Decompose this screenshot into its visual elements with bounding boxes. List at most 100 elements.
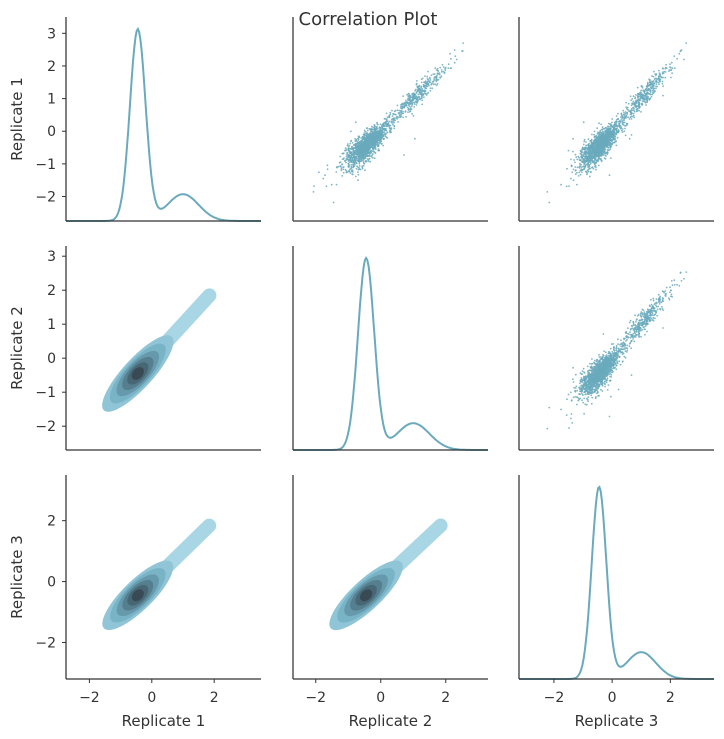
scatter-point — [649, 93, 652, 95]
scatter-point — [348, 150, 351, 153]
scatter-point — [408, 94, 411, 97]
scatter-point — [616, 136, 619, 139]
scatter-point — [669, 63, 671, 66]
panel-replicate-2-vs-replicate-3 — [518, 246, 714, 451]
scatter-point — [679, 271, 682, 274]
scatter-point — [354, 175, 357, 178]
scatter-point — [404, 101, 407, 104]
scatter-point — [643, 100, 646, 103]
scatter-point — [355, 143, 357, 146]
scatter-point — [368, 157, 371, 160]
scatter-point — [671, 67, 674, 69]
scatter-point — [598, 155, 601, 158]
scatter-point — [654, 313, 657, 316]
scatter-point — [593, 163, 596, 166]
scatter-point — [604, 141, 607, 144]
scatter-point — [595, 168, 597, 171]
scatter-point — [576, 158, 579, 161]
scatter-point — [665, 67, 668, 69]
scatter-point — [579, 162, 581, 165]
scatter-point — [361, 157, 363, 160]
scatter-point — [383, 137, 385, 140]
scatter-point — [609, 138, 612, 141]
scatter-point — [373, 131, 375, 134]
scatter-point — [567, 149, 570, 152]
scatter-point — [603, 139, 605, 142]
scatter-point — [585, 403, 588, 406]
scatter-point — [440, 71, 443, 73]
scatter-point — [662, 67, 664, 70]
scatter-point — [366, 131, 368, 134]
scatter-point — [453, 49, 456, 51]
scatter-point — [589, 362, 591, 365]
scatter-point — [322, 177, 325, 180]
scatter-point — [435, 76, 438, 79]
scatter-point — [363, 157, 366, 160]
scatter-point — [341, 175, 344, 177]
scatter-point — [574, 166, 577, 168]
scatter-point — [388, 125, 390, 127]
scatter-point — [370, 133, 373, 136]
scatter-point — [548, 201, 551, 204]
scatter-point — [623, 355, 626, 358]
scatter-point — [379, 123, 382, 126]
scatter-point — [370, 151, 372, 154]
scatter-point — [420, 86, 422, 89]
scatter-point — [586, 155, 589, 158]
scatter-point — [623, 111, 625, 114]
scatter-point — [664, 290, 667, 292]
scatter-point — [656, 314, 659, 317]
scatter-point — [621, 361, 624, 363]
scatter-point — [642, 94, 644, 97]
scatter-point — [415, 92, 418, 94]
scatter-point — [352, 162, 355, 164]
scatter-point — [589, 391, 591, 394]
scatter-point — [347, 166, 350, 169]
scatter-point — [572, 179, 575, 182]
scatter-point — [639, 91, 642, 93]
scatter-point — [370, 136, 373, 139]
scatter-point — [357, 166, 359, 169]
scatter-point — [643, 316, 646, 319]
scatter-point — [601, 147, 603, 149]
scatter-point — [599, 136, 601, 139]
scatter-point — [662, 300, 664, 303]
scatter-point — [592, 150, 594, 152]
scatter-point — [343, 157, 345, 160]
scatter-point — [417, 85, 420, 88]
scatter-point — [574, 161, 576, 164]
scatter-point — [439, 66, 442, 69]
scatter-point — [385, 118, 388, 121]
scatter-point — [420, 95, 423, 97]
scatter-point — [358, 141, 360, 144]
scatter-point — [587, 400, 589, 402]
scatter-point — [634, 335, 636, 337]
scatter-point — [629, 116, 632, 119]
scatter-point — [447, 63, 450, 66]
scatter-point — [581, 149, 584, 151]
scatter-point — [444, 69, 447, 72]
scatter-point — [673, 279, 676, 282]
scatter-point — [605, 138, 607, 141]
scatter-point — [359, 156, 361, 159]
scatter-point — [429, 79, 432, 81]
scatter-point — [601, 126, 604, 129]
scatter-point — [366, 129, 369, 132]
scatter-point — [359, 147, 362, 150]
scatter-point — [585, 155, 588, 158]
scatter-point — [658, 69, 660, 72]
scatter-point — [646, 83, 649, 86]
scatter-point — [617, 343, 619, 346]
scatter-point — [361, 136, 364, 139]
scatter-point — [349, 172, 352, 175]
y-tick-label: 0 — [47, 351, 56, 367]
scatter-point — [664, 67, 667, 70]
scatter-point — [406, 93, 408, 96]
scatter-point — [580, 384, 583, 387]
scatter-point — [648, 304, 651, 307]
scatter-point — [354, 161, 356, 164]
scatter-point — [650, 298, 652, 301]
scatter-point — [625, 124, 627, 127]
scatter-point — [583, 371, 585, 374]
